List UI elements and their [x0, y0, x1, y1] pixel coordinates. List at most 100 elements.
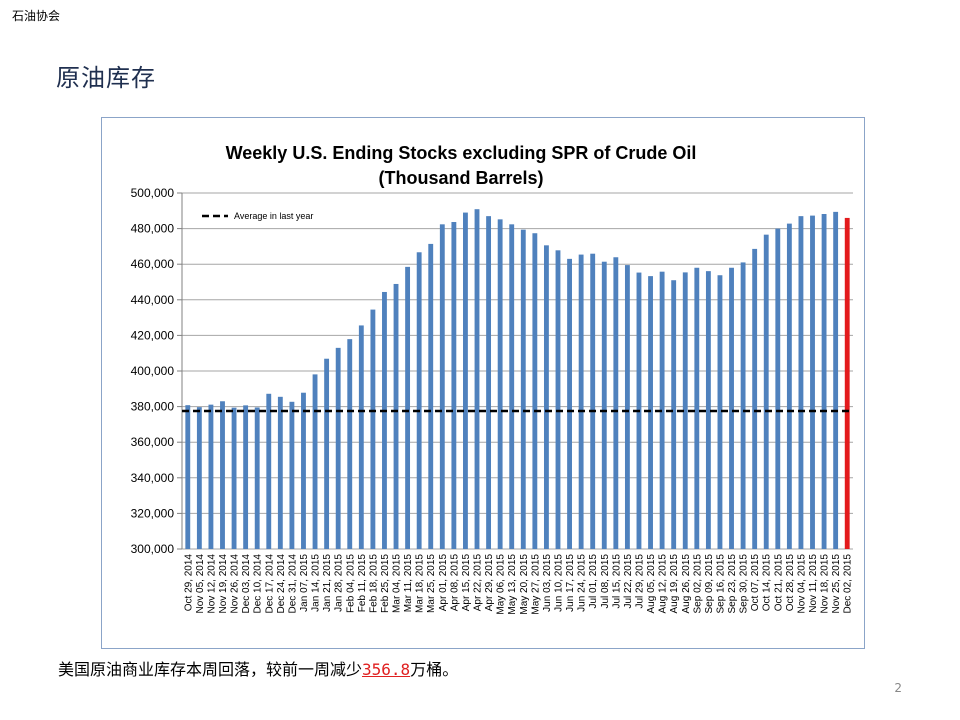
x-tick-label: Sep 09, 2015: [704, 554, 715, 614]
x-tick-label: Nov 25, 2015: [831, 554, 842, 614]
y-tick-label: 480,000: [131, 222, 175, 236]
bar: [289, 401, 295, 549]
x-tick-label: Aug 05, 2015: [646, 554, 657, 614]
x-tick-label: Apr 08, 2015: [449, 554, 460, 612]
x-tick-label: Jun 17, 2015: [565, 554, 576, 612]
x-tick-label: Oct 07, 2015: [750, 554, 761, 612]
x-tick-label: May 20, 2015: [519, 554, 530, 615]
note-suffix: 万桶。: [410, 660, 459, 679]
chart-panel: Weekly U.S. Ending Stocks excluding SPR …: [101, 117, 865, 649]
bar: [301, 392, 306, 549]
bar: [208, 404, 214, 549]
y-tick-label: 500,000: [131, 186, 175, 200]
bar: [624, 265, 630, 549]
x-tick-label: Mar 25, 2015: [426, 554, 437, 613]
bar: [682, 272, 688, 549]
bar: [405, 266, 411, 549]
x-tick-label: Aug 26, 2015: [681, 554, 692, 614]
x-tick-label: May 13, 2015: [507, 554, 518, 615]
x-tick-label: Nov 12, 2014: [206, 554, 217, 614]
x-axis-ticks: Oct 29, 2014 Nov 05, 2014 Nov 12, 2014 Nov …: [183, 554, 853, 615]
bar: [266, 393, 272, 549]
x-tick-label: Feb 04, 2015: [345, 554, 356, 613]
chart-subtitle: (Thousand Barrels): [378, 168, 543, 188]
bar: [509, 224, 515, 549]
y-tick-label: 460,000: [131, 257, 175, 271]
x-tick-label: Jul 22, 2015: [623, 554, 634, 609]
y-tick-label: 440,000: [131, 293, 175, 307]
bar: [463, 212, 468, 549]
bar: [810, 215, 815, 549]
x-tick-label: Jan 28, 2015: [334, 554, 345, 612]
bar: [555, 250, 561, 550]
x-tick-label: Feb 18, 2015: [368, 554, 379, 613]
bar-chart: Weekly U.S. Ending Stocks excluding SPR …: [131, 143, 854, 615]
x-tick-label: Sep 30, 2015: [739, 554, 750, 614]
x-tick-label: May 06, 2015: [496, 554, 507, 615]
x-tick-label: Nov 05, 2014: [195, 554, 206, 614]
x-tick-label: Jun 03, 2015: [542, 554, 553, 612]
bar: [705, 271, 711, 549]
x-tick-label: Mar 11, 2015: [403, 554, 414, 613]
bar: [393, 283, 399, 549]
x-tick-label: Jan 21, 2015: [322, 554, 333, 612]
bar: [220, 401, 225, 549]
bar: [833, 211, 839, 550]
x-tick-label: Nov 26, 2014: [230, 554, 241, 614]
x-tick-label: Apr 15, 2015: [461, 554, 472, 612]
bar-highlight: [844, 217, 850, 550]
bar: [324, 358, 330, 549]
bar: [694, 267, 700, 549]
x-tick-label: Mar 04, 2015: [392, 554, 403, 613]
x-tick-label: Jul 15, 2015: [611, 554, 622, 609]
bar: [451, 222, 457, 549]
bar: [717, 275, 723, 549]
x-tick-label: Sep 23, 2015: [727, 554, 738, 614]
bar: [543, 245, 549, 549]
bar: [786, 223, 792, 549]
bar: [254, 407, 260, 549]
bar: [601, 261, 607, 549]
y-tick-label: 420,000: [131, 328, 175, 342]
x-tick-label: Apr 01, 2015: [438, 554, 449, 612]
bar: [520, 229, 526, 549]
x-tick-label: Mar 18, 2015: [415, 554, 426, 613]
x-tick-label: Dec 03, 2014: [241, 554, 252, 614]
bar: [497, 219, 503, 549]
y-tick-label: 340,000: [131, 471, 175, 485]
bar: [613, 257, 619, 549]
bar: [659, 271, 665, 549]
y-tick-label: 380,000: [131, 400, 175, 414]
bars: [185, 209, 850, 550]
bar: [370, 309, 376, 549]
x-tick-label: Sep 02, 2015: [692, 554, 703, 614]
legend-label: Average in last year: [234, 211, 313, 221]
y-tick-label: 320,000: [131, 506, 175, 520]
legend: Average in last year: [202, 211, 313, 221]
x-tick-label: Dec 10, 2014: [253, 554, 264, 614]
page-title: 原油库存: [56, 64, 156, 92]
x-tick-label: Jan 07, 2015: [299, 554, 310, 612]
x-tick-label: Nov 11, 2015: [808, 554, 819, 613]
bar: [821, 214, 827, 549]
x-tick-label: Jun 10, 2015: [553, 554, 564, 612]
bar: [185, 405, 191, 549]
bar: [231, 407, 237, 549]
note-value: 356.8: [362, 660, 411, 679]
x-tick-label: Oct 21, 2015: [773, 554, 784, 612]
x-tick-label: Dec 31, 2014: [287, 554, 298, 614]
bar: [729, 267, 734, 549]
x-tick-label: Aug 12, 2015: [658, 554, 669, 614]
x-tick-label: Nov 18, 2015: [820, 554, 831, 614]
bar: [428, 243, 434, 549]
bar: [752, 248, 758, 549]
bar: [243, 405, 249, 549]
page-number: 2: [894, 681, 902, 695]
bar: [578, 254, 584, 549]
bar: [590, 253, 596, 549]
note-prefix: 美国原油商业库存本周回落，较前一周减少: [58, 660, 363, 679]
bar: [671, 280, 677, 549]
x-tick-label: Aug 19, 2015: [669, 554, 680, 614]
x-tick-label: Dec 02, 2015: [843, 554, 854, 614]
x-tick-label: Feb 11, 2015: [357, 554, 368, 613]
